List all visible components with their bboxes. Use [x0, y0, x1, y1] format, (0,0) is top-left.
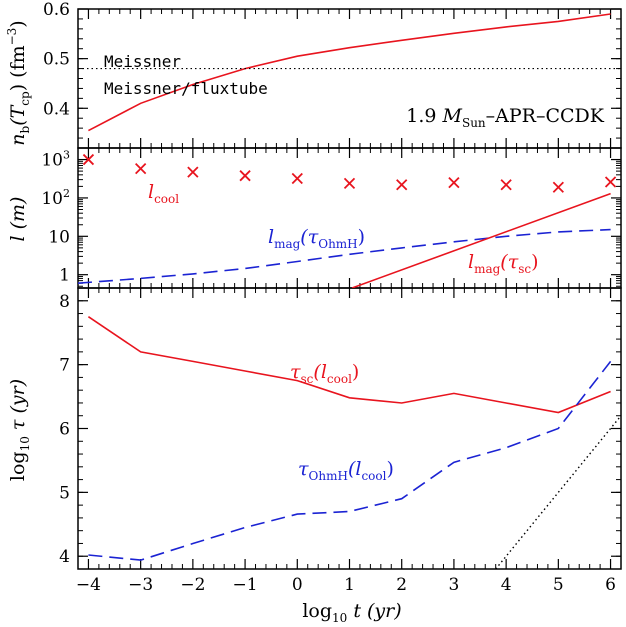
lcool-marker-stroke [448, 177, 460, 189]
bottom-y-tick-label: 8 [59, 292, 70, 312]
tau-sc-label: τsc(lcool) [290, 361, 359, 386]
lcool-marker-stroke [187, 166, 199, 178]
top-y-tick-label: 0.5 [43, 50, 70, 70]
lcool-marker-stroke [604, 176, 617, 188]
tau-ohm-line [88, 360, 612, 561]
lcool-marker [604, 176, 617, 188]
middle-y-tick-label: 10 [48, 227, 70, 247]
reference-dotted-line [495, 415, 621, 569]
top-y-axis-label: nb(Tcp) (fm−3) [5, 20, 32, 145]
x-tick-label: 0 [292, 575, 303, 595]
middle-y-tick-label: 1 [59, 266, 70, 286]
lcool-marker [448, 177, 460, 189]
x-tick-label: 6 [605, 575, 616, 595]
lcool-marker-stroke [239, 170, 251, 182]
model-label: 1.9 MSun–APR–CCDK [406, 105, 605, 130]
bottom-y-tick-label: 5 [59, 483, 70, 503]
x-tick-label: −4 [76, 575, 101, 595]
lcool-marker [396, 179, 408, 191]
lcool-marker-stroke [396, 179, 408, 191]
lmag-ohm-label: lmag(τOhmH) [268, 226, 365, 251]
lcool-marker-stroke [343, 177, 356, 189]
bottom-panel-frame [77, 287, 622, 570]
middle-panel-frame [77, 147, 622, 289]
top-y-tick-label: 0.6 [43, 0, 70, 20]
x-axis-label: log10 t (yr) [302, 600, 401, 625]
bottom-y-tick-label: 6 [59, 420, 70, 440]
x-tick-label: −1 [233, 575, 258, 595]
middle-y-axis-label: l (m) [7, 197, 29, 242]
middle-y-tick-label: 103 [41, 149, 70, 171]
x-tick-label: −3 [128, 575, 153, 595]
meissner-label: Meissner [104, 52, 181, 71]
bottom-y-axis-label: log10 τ (yr) [7, 379, 32, 481]
x-tick-label: 2 [396, 575, 407, 595]
bottom-y-tick-label: 4 [59, 547, 70, 567]
lcool-marker-stroke [291, 172, 303, 185]
lcool-marker-stroke [135, 162, 147, 175]
lcool-marker [343, 177, 356, 189]
nb-line [88, 13, 611, 132]
x-tick-label: 5 [553, 575, 564, 595]
tau-sc-line [87, 316, 611, 414]
lcool-marker-stroke [500, 179, 512, 191]
tick-labels: −4 −3 −2 −1 0 1 2 3 4 5 6 0.4 0.5 0.6 4 5 6 7 8 1 10 102 103 [41, 0, 616, 595]
lcool-marker-stroke [552, 181, 564, 193]
lmag-ohm-line [78, 228, 611, 284]
chart-marks [78, 13, 621, 569]
top-y-tick-label: 0.4 [43, 99, 70, 119]
lmag-sc-label: lmag(τsc) [468, 251, 539, 276]
lcool-marker [552, 181, 564, 193]
tau-ohm-label: τOhmH(lcool) [298, 458, 394, 483]
middle-y-tick-label: 102 [41, 187, 70, 209]
bottom-y-tick-label: 7 [59, 356, 70, 376]
lcool-marker [187, 166, 199, 178]
lcool-marker [239, 170, 251, 182]
lmag-sc-line [351, 192, 611, 288]
lcool-marker [135, 162, 147, 175]
x-tick-label: 1 [344, 575, 355, 595]
lcool-label: lcool [148, 181, 179, 206]
x-tick-label: 4 [501, 575, 512, 595]
lcool-marker [291, 172, 303, 185]
fluxtube-label: Meissner/fluxtube [104, 79, 268, 98]
lcool-marker [500, 179, 512, 191]
x-tick-label: −2 [180, 575, 205, 595]
lcool-marker-stroke [82, 153, 95, 166]
lcool-marker [82, 153, 95, 166]
x-tick-label: 3 [449, 575, 460, 595]
